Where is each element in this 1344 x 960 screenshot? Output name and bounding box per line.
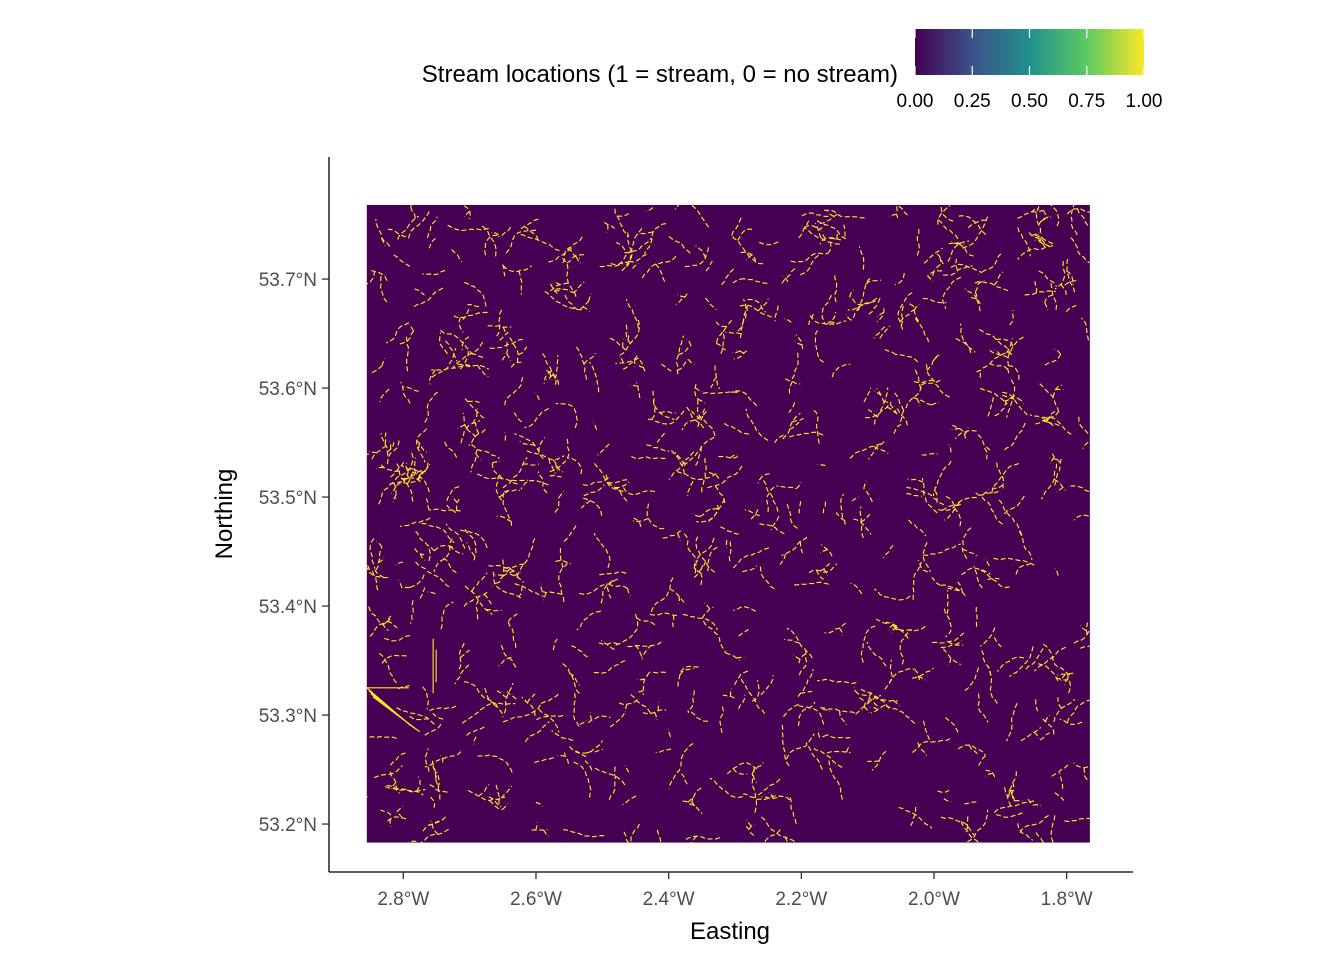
x-tick-label: 2.6°W <box>510 889 562 910</box>
legend-title: Stream locations (1 = stream, 0 = no str… <box>422 61 898 88</box>
x-tick-label: 1.8°W <box>1041 889 1093 910</box>
x-tick-label: 2.2°W <box>775 889 827 910</box>
legend-tick-label: 0.00 <box>897 91 934 112</box>
y-tick-label: 53.2°N <box>259 815 317 836</box>
y-tick-label: 53.6°N <box>259 379 317 400</box>
x-axis-ticks: 2.8°W 2.6°W 2.4°W 2.2°W 2.0°W 1.8°W <box>377 872 1093 910</box>
legend: Stream locations (1 = stream, 0 = no str… <box>422 29 1163 112</box>
legend-tick-label: 0.50 <box>1011 91 1048 112</box>
plot-panel <box>366 204 1090 843</box>
y-tick-label: 53.7°N <box>259 270 317 291</box>
legend-tick-label: 0.25 <box>954 91 991 112</box>
y-axis-title: Northing <box>211 469 238 560</box>
legend-tick-label: 0.75 <box>1068 91 1105 112</box>
raster-background <box>366 204 1090 843</box>
stream-diagonal-segments <box>366 687 421 733</box>
y-tick-label: 53.4°N <box>259 597 317 618</box>
stream-network <box>366 204 1090 843</box>
y-tick-label: 53.3°N <box>259 706 317 727</box>
x-axis-title: Easting <box>690 918 770 945</box>
y-axis-ticks: 53.2°N 53.3°N 53.4°N 53.5°N 53.6°N 53.7°N <box>259 270 329 836</box>
stream-vertical-segment <box>432 638 437 694</box>
legend-ticks: 0.00 0.25 0.50 0.75 1.00 <box>897 29 1163 112</box>
x-tick-label: 2.0°W <box>908 889 960 910</box>
legend-tick-label: 1.00 <box>1126 91 1163 112</box>
x-tick-label: 2.8°W <box>377 889 429 910</box>
x-tick-label: 2.4°W <box>643 889 695 910</box>
y-tick-label: 53.5°N <box>259 488 317 509</box>
stream-segments <box>366 204 1090 843</box>
